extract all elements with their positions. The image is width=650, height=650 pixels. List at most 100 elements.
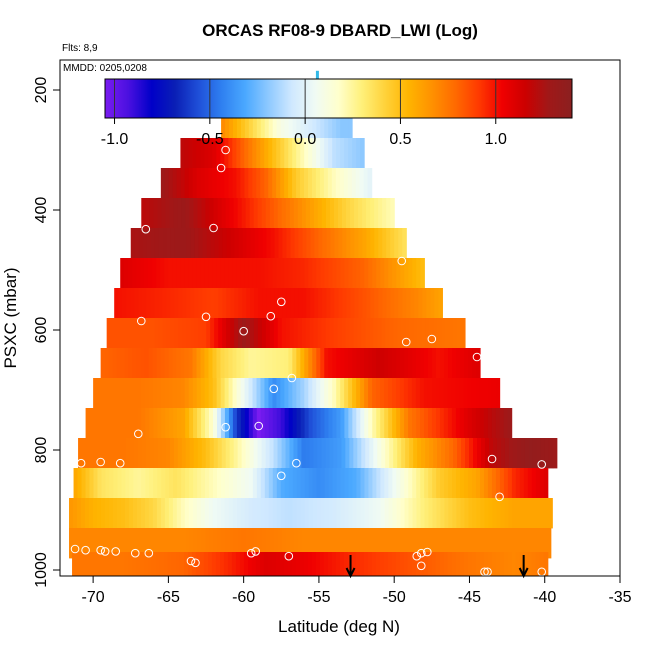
heatmap-cell bbox=[336, 378, 341, 409]
heatmap-cell bbox=[288, 258, 293, 289]
heatmap-cell bbox=[236, 138, 241, 169]
heatmap-cell bbox=[149, 438, 155, 469]
heatmap-cell bbox=[125, 528, 130, 559]
heatmap-cell bbox=[276, 108, 282, 139]
heatmap-cell bbox=[272, 378, 278, 409]
heatmap-cell bbox=[309, 528, 315, 559]
heatmap-cell bbox=[290, 288, 295, 319]
heatmap-cell bbox=[518, 528, 524, 559]
heatmap-cell bbox=[400, 498, 406, 529]
heatmap-cell bbox=[348, 498, 354, 529]
heatmap-cell bbox=[447, 378, 453, 409]
heatmap-cell bbox=[491, 468, 497, 499]
heatmap-cell bbox=[375, 552, 381, 576]
heatmap-cell bbox=[441, 438, 446, 469]
heatmap-cell bbox=[193, 468, 198, 499]
heatmap-cell bbox=[160, 348, 166, 379]
heatmap-cell bbox=[232, 348, 238, 379]
heatmap-cell bbox=[140, 552, 145, 576]
heatmap-cell bbox=[214, 288, 219, 319]
heatmap-cell bbox=[321, 318, 327, 349]
heatmap-cell bbox=[88, 552, 93, 576]
heatmap-cell bbox=[356, 408, 361, 439]
heatmap-cell bbox=[212, 138, 217, 169]
heatmap-cell bbox=[257, 198, 263, 229]
heatmap-cell bbox=[396, 258, 401, 289]
heatmap-cell bbox=[382, 198, 387, 229]
heatmap-cell bbox=[405, 438, 410, 469]
heatmap-cell bbox=[224, 498, 230, 529]
heatmap-cell bbox=[511, 468, 517, 499]
heatmap-cell bbox=[433, 438, 438, 469]
heatmap-cell bbox=[113, 408, 119, 439]
heatmap-cell bbox=[366, 198, 371, 229]
heatmap-cell bbox=[118, 318, 124, 349]
heatmap-cell bbox=[428, 408, 433, 439]
heatmap-cell bbox=[178, 228, 184, 259]
heatmap-cell bbox=[404, 498, 410, 529]
heatmap-cell bbox=[371, 552, 377, 576]
heatmap-cell bbox=[408, 348, 413, 379]
heatmap-cell bbox=[224, 258, 229, 289]
heatmap-cell bbox=[394, 528, 399, 559]
heatmap-cell bbox=[256, 168, 261, 199]
heatmap-cell bbox=[372, 408, 377, 439]
heatmap-cell bbox=[495, 378, 501, 409]
heatmap-cell bbox=[380, 468, 385, 499]
heatmap-cell bbox=[185, 438, 191, 469]
observation-point bbox=[487, 454, 497, 464]
observation-point bbox=[70, 544, 80, 554]
heatmap-cell bbox=[180, 498, 186, 529]
heatmap-cell bbox=[304, 378, 309, 409]
observation-point bbox=[201, 312, 211, 322]
heatmap-cell bbox=[352, 258, 357, 289]
heatmap-cell bbox=[382, 228, 387, 259]
heatmap-cell bbox=[400, 348, 405, 379]
heatmap-cell bbox=[392, 468, 397, 499]
heatmap-cell bbox=[153, 468, 158, 499]
heatmap-cell bbox=[296, 468, 302, 499]
heatmap-cell bbox=[338, 288, 343, 319]
heatmap-cell bbox=[368, 498, 374, 529]
heatmap-cell bbox=[256, 258, 261, 289]
heatmap-cell bbox=[436, 468, 441, 499]
heatmap-cell bbox=[360, 138, 365, 169]
heatmap-cell bbox=[165, 198, 170, 229]
heatmap-cell bbox=[186, 318, 191, 349]
heatmap-cell bbox=[368, 258, 373, 289]
y-tick-label: 200 bbox=[33, 77, 50, 104]
heatmap-cell bbox=[101, 528, 106, 559]
heatmap-cell bbox=[435, 552, 441, 576]
heatmap-cell bbox=[285, 438, 291, 469]
heatmap-cell bbox=[503, 468, 509, 499]
heatmap-cell bbox=[180, 138, 186, 169]
heatmap-cell bbox=[253, 438, 259, 469]
heatmap-cell bbox=[155, 552, 161, 576]
heatmap-cell bbox=[140, 498, 146, 529]
heatmap-cell bbox=[172, 378, 178, 409]
heatmap-cell bbox=[145, 438, 151, 469]
colorbar-tick-label: 0.0 bbox=[294, 131, 316, 148]
heatmap-cell bbox=[101, 408, 107, 439]
heatmap-cell bbox=[292, 468, 298, 499]
heatmap-cell bbox=[124, 498, 130, 529]
heatmap-cell bbox=[394, 228, 399, 259]
heatmap-cell bbox=[362, 198, 367, 229]
heatmap-cell bbox=[134, 288, 139, 319]
heatmap-cell bbox=[408, 468, 413, 499]
heatmap-cell bbox=[166, 318, 171, 349]
heatmap-cell bbox=[284, 138, 289, 169]
heatmap-cell bbox=[136, 378, 142, 409]
heatmap-cell bbox=[218, 318, 223, 349]
heatmap-cell bbox=[538, 528, 544, 559]
heatmap-cell bbox=[77, 498, 82, 529]
heatmap-cell bbox=[301, 438, 307, 469]
heatmap-cell bbox=[423, 552, 429, 576]
heatmap-cell bbox=[200, 258, 205, 289]
heatmap-cell bbox=[212, 348, 218, 379]
heatmap-cell bbox=[385, 318, 390, 349]
heatmap-cell bbox=[129, 438, 135, 469]
heatmap-cell bbox=[273, 318, 279, 349]
heatmap-cell bbox=[280, 348, 285, 379]
heatmap-cell bbox=[262, 228, 268, 259]
